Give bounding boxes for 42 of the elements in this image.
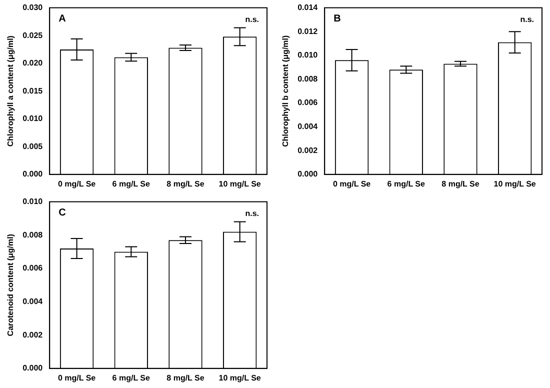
y-tick-label: 0.004 <box>298 122 318 132</box>
y-tick-label: 0.002 <box>298 146 318 155</box>
x-tick-label: 8 mg/L Se <box>166 179 205 188</box>
y-tick-label: 0.005 <box>22 142 44 151</box>
y-tick-label: 0.020 <box>22 58 44 68</box>
x-tick-label: 0 mg/L Se <box>332 179 372 188</box>
x-tick-label: 10 mg/L Se <box>494 179 536 188</box>
y-tick-label: 0.015 <box>22 86 44 96</box>
x-tick-label: 10 mg/L Se <box>218 179 262 188</box>
y-tick-label: 0.012 <box>298 26 318 36</box>
annotation: n.s. <box>520 15 534 24</box>
text: B <box>334 14 341 25</box>
y-axis-title: Chlorophyll a content (μg/ml) <box>6 35 16 147</box>
text: A <box>58 14 66 25</box>
y-tick-label: 0.006 <box>22 264 44 273</box>
y-tick-label: 0.010 <box>22 114 44 124</box>
y-tick-label: 0.014 <box>298 3 318 12</box>
y-tick-label: 0.004 <box>22 296 44 306</box>
y-tick-label: 0.000 <box>22 170 44 179</box>
y-tick-label: 0.010 <box>298 50 318 60</box>
y-tick-label: 0.006 <box>298 98 318 108</box>
annotation: n.s. <box>245 15 259 24</box>
y-tick-label: 0.008 <box>298 74 318 84</box>
x-tick-label: 6 mg/L Se <box>112 373 151 382</box>
x-tick-label: 8 mg/L Se <box>442 179 480 188</box>
y-tick-label: 0.025 <box>22 30 44 40</box>
x-tick-label: 6 mg/L Se <box>112 179 151 188</box>
y-tick-label: 0.008 <box>22 230 44 240</box>
text: C <box>58 208 66 219</box>
x-tick-label: 0 mg/L Se <box>58 373 96 382</box>
x-tick-label: 8 mg/L Se <box>166 373 205 382</box>
y-axis-title: Carotenoid content (μg/ml) <box>6 234 16 336</box>
x-tick-label: 10 mg/L Se <box>218 373 262 382</box>
y-tick-label: 0.002 <box>22 330 44 340</box>
y-tick-label: 0.000 <box>22 364 44 373</box>
y-axis-title: Chlorophyll b content (μg/ml) <box>281 34 290 147</box>
x-tick-label: 6 mg/L Se <box>387 179 426 188</box>
y-tick-label: 0.030 <box>22 3 44 12</box>
annotation: n.s. <box>245 209 259 218</box>
x-tick-label: 0 mg/L Se <box>58 179 96 188</box>
y-tick-label: 0.010 <box>22 197 44 206</box>
y-tick-label: 0.000 <box>298 170 318 179</box>
